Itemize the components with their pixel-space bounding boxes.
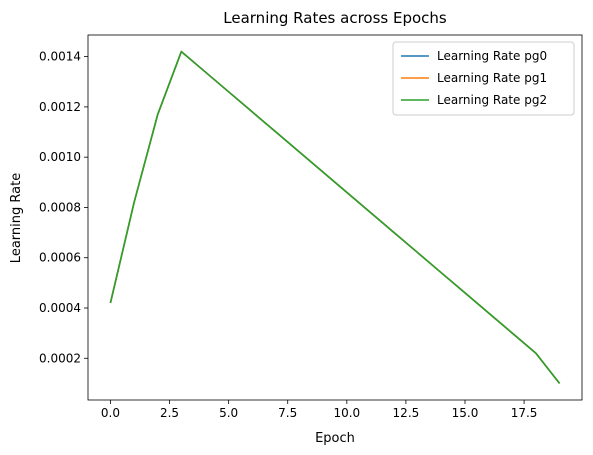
legend: Learning Rate pg0 Learning Rate pg1 Learni… [392,41,575,116]
y-tick-label: 0.0004 [39,301,81,315]
y-tick-label: 0.0014 [39,50,81,64]
chart-title: Learning Rates across Epochs [223,9,447,27]
y-tick-label: 0.0012 [39,100,81,114]
plot-area [109,50,561,384]
legend-label: Learning Rate pg1 [437,71,547,85]
x-tick-label: 15.0 [452,406,479,420]
y-axis-title: Learning Rate [9,173,24,263]
x-tick-label: 0.0 [101,406,120,420]
x-tick-label: 17.5 [511,406,538,420]
x-tick-label: 10.0 [333,406,360,420]
y-tick-label: 0.0002 [39,351,81,365]
axes: 0.0 2.5 5.0 7.5 10.0 12.5 15.0 17.5 0.0002 0.0004… [39,34,583,420]
axes-frame [87,34,583,401]
x-tick-label: 2.5 [160,406,179,420]
y-tick-label: 0.0006 [39,251,81,265]
y-tick-label: 0.0008 [39,200,81,214]
legend-label: Learning Rate pg0 [437,49,547,63]
series-line-2 [109,50,561,384]
x-tick-label: 12.5 [393,406,420,420]
x-axis-title: Epoch [315,431,355,446]
legend-label: Learning Rate pg2 [437,93,547,107]
x-tick-label: 7.5 [278,406,297,420]
y-tick-label: 0.0010 [39,150,81,164]
legend-box [392,41,575,116]
x-tick-label: 5.0 [219,406,238,420]
